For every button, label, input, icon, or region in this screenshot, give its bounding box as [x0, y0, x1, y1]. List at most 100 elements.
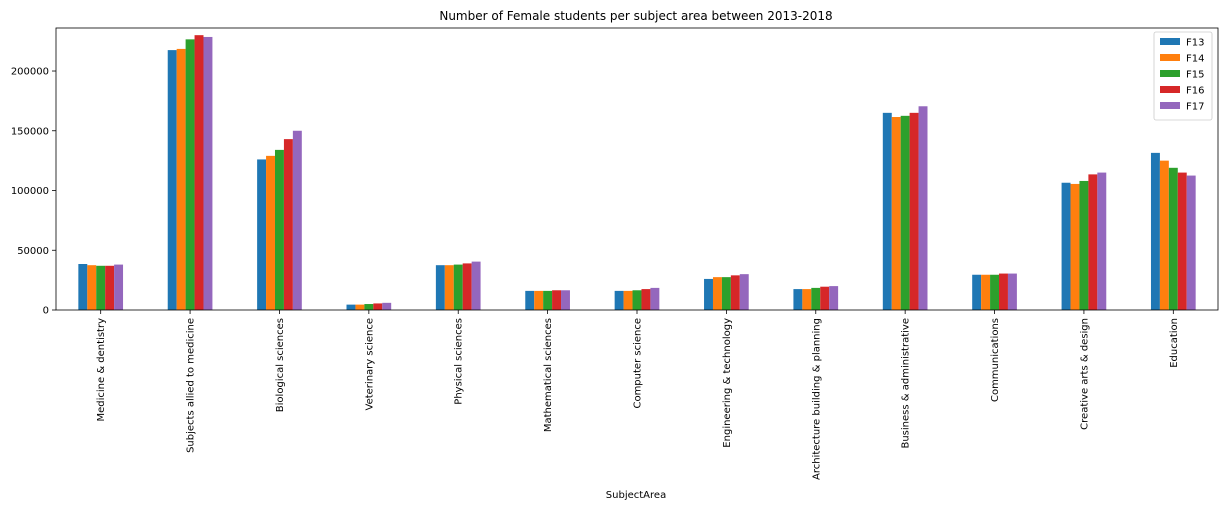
bar-f13-2	[257, 159, 267, 310]
legend-label-f17: F17	[1186, 102, 1204, 113]
bar-f17-6	[650, 287, 660, 310]
bar-f13-10	[972, 274, 982, 310]
bar-f14-6	[623, 290, 633, 310]
bars-group	[78, 35, 1196, 311]
legend-swatch-f17	[1160, 102, 1180, 109]
legend-swatch-f14	[1160, 54, 1180, 61]
bar-f13-0	[78, 264, 88, 310]
bar-f17-3	[382, 302, 392, 310]
bar-f13-3	[346, 304, 356, 310]
bar-f13-8	[793, 289, 803, 310]
bar-f16-8	[820, 286, 830, 310]
bar-f13-9	[882, 112, 892, 310]
bar-f14-8	[802, 289, 812, 310]
bar-f14-1	[176, 48, 186, 310]
legend: F13 F14 F15 F16 F17	[1153, 31, 1213, 121]
x-tick-label: Mathematical sciences	[543, 318, 554, 432]
bar-f13-5	[525, 290, 535, 310]
bar-f15-8	[811, 287, 821, 310]
bar-f16-10	[999, 273, 1008, 310]
bar-f16-6	[641, 289, 651, 310]
bar-f13-6	[614, 290, 624, 310]
bar-f14-3	[355, 304, 365, 310]
bar-f15-12	[1168, 167, 1178, 310]
legend-label-f15: F15	[1186, 70, 1204, 81]
bar-f17-4	[471, 261, 481, 310]
bar-f17-1	[203, 36, 213, 311]
bar-f17-7	[739, 274, 749, 310]
x-tick-label: Subjects allied to medicine	[186, 318, 197, 453]
bar-f17-5	[561, 290, 570, 310]
legend-swatch-f15	[1160, 70, 1180, 77]
bar-f14-9	[891, 117, 901, 311]
bar-f15-7	[721, 277, 731, 310]
bar-f13-7	[704, 278, 713, 310]
bar-f16-3	[373, 303, 383, 310]
bar-f15-0	[96, 265, 106, 310]
bar-f14-7	[712, 277, 722, 310]
plot-frame	[55, 27, 1219, 311]
bar-f14-2	[266, 155, 275, 310]
y-axis: 0 50000 100000 150000 200000	[11, 67, 56, 317]
bar-f16-11	[1088, 174, 1098, 310]
x-tick-label: Communications	[990, 318, 1001, 402]
bar-f16-1	[194, 35, 204, 311]
legend-label-f14: F14	[1186, 54, 1204, 65]
bar-f15-5	[543, 290, 553, 310]
bar-f13-4	[435, 265, 445, 310]
bar-f17-12	[1186, 175, 1196, 310]
x-tick-label: Creative arts & design	[1079, 318, 1090, 430]
y-tick-label: 150000	[11, 126, 49, 137]
x-tick-label: Physical sciences	[454, 318, 465, 405]
bar-f14-12	[1159, 160, 1169, 310]
bar-f13-1	[167, 50, 177, 311]
bar-f16-2	[283, 139, 293, 310]
bar-f16-12	[1177, 172, 1187, 310]
y-tick-label: 0	[43, 306, 49, 317]
bar-f14-0	[87, 265, 97, 310]
x-tick-label: Veterinary science	[364, 318, 375, 410]
bar-f14-11	[1070, 183, 1080, 310]
bar-f13-12	[1150, 152, 1160, 310]
bar-f13-11	[1061, 182, 1071, 310]
y-tick-label: 50000	[17, 246, 49, 257]
bar-f15-6	[632, 290, 642, 310]
bar-f16-7	[730, 275, 740, 310]
x-axis: Medicine & dentistry Subjects allied to m…	[96, 310, 1180, 480]
bar-f16-5	[552, 290, 562, 310]
x-tick-label: Biological sciences	[275, 318, 286, 412]
bar-f17-2	[292, 130, 302, 310]
bar-f16-9	[909, 112, 919, 310]
x-tick-label: Business & administrative	[901, 318, 912, 449]
bar-f15-1	[185, 39, 195, 310]
bar-f17-8	[829, 286, 839, 310]
bar-f15-9	[900, 115, 910, 310]
bar-f15-4	[453, 264, 463, 310]
bar-f17-9	[918, 106, 928, 311]
bar-f14-10	[981, 274, 991, 310]
x-tick-label: Engineering & technology	[722, 318, 733, 448]
bar-f15-10	[990, 274, 1000, 310]
chart-title: Number of Female students per subject ar…	[439, 9, 832, 23]
bar-f15-2	[274, 149, 284, 310]
bar-f14-4	[444, 265, 454, 310]
x-tick-label: Computer science	[633, 318, 644, 409]
bar-f17-10	[1007, 273, 1017, 310]
y-tick-label: 100000	[11, 186, 49, 197]
x-axis-label: SubjectArea	[606, 490, 666, 501]
bar-f17-0	[114, 264, 124, 310]
y-tick-label: 200000	[11, 67, 49, 78]
x-tick-label: Medicine & dentistry	[96, 318, 107, 422]
bar-f16-0	[105, 265, 115, 310]
legend-label-f16: F16	[1186, 86, 1204, 97]
bar-f14-5	[534, 290, 544, 310]
bar-f15-3	[364, 304, 374, 310]
x-tick-label: Education	[1169, 318, 1180, 368]
legend-label-f13: F13	[1186, 38, 1204, 49]
legend-swatch-f16	[1160, 86, 1180, 93]
bar-f17-11	[1097, 172, 1107, 310]
bar-f15-11	[1079, 180, 1089, 310]
x-tick-label: Architecture building & planning	[811, 318, 822, 480]
